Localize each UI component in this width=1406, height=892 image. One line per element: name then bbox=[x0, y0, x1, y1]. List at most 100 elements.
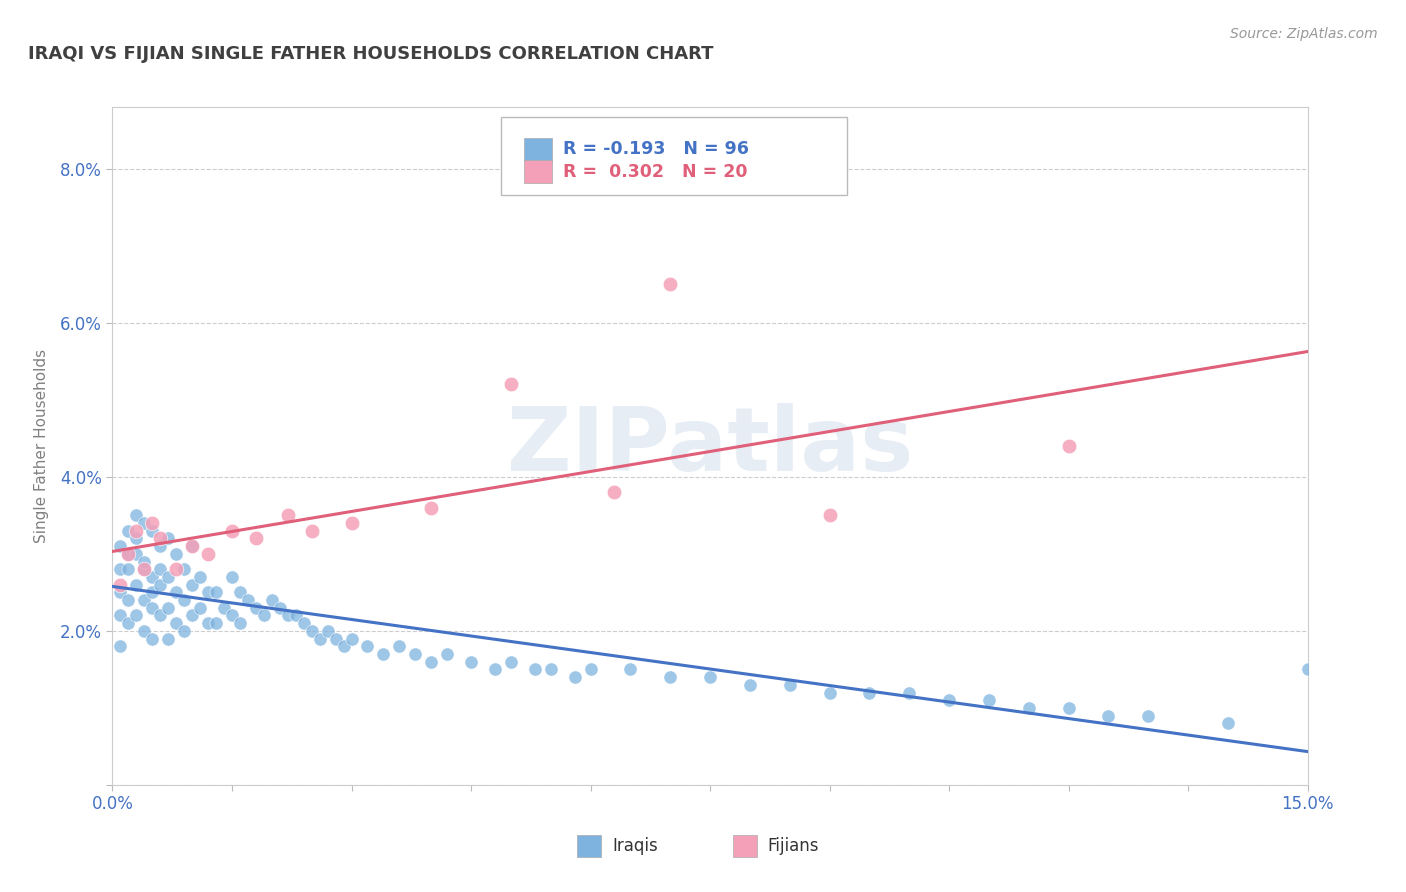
Point bbox=[141, 600, 163, 615]
Point bbox=[340, 632, 363, 646]
Point bbox=[117, 547, 139, 561]
Point bbox=[134, 593, 156, 607]
Point bbox=[484, 662, 506, 676]
Point bbox=[420, 655, 443, 669]
Point bbox=[173, 593, 195, 607]
Point bbox=[404, 647, 426, 661]
Point bbox=[181, 608, 204, 623]
Text: R =  0.302   N = 20: R = 0.302 N = 20 bbox=[562, 163, 748, 181]
Point bbox=[340, 516, 363, 530]
Point bbox=[134, 562, 156, 576]
Point bbox=[898, 685, 921, 699]
Point bbox=[173, 562, 195, 576]
Point bbox=[188, 570, 211, 584]
FancyBboxPatch shape bbox=[578, 835, 602, 857]
Point bbox=[110, 608, 132, 623]
Point bbox=[165, 547, 187, 561]
Point bbox=[1137, 708, 1160, 723]
Point bbox=[277, 508, 299, 523]
Point bbox=[165, 616, 187, 631]
Point bbox=[420, 500, 443, 515]
Point bbox=[125, 547, 148, 561]
Point bbox=[221, 608, 243, 623]
Point bbox=[125, 508, 148, 523]
Point bbox=[149, 577, 172, 591]
Point bbox=[141, 524, 163, 538]
Point bbox=[579, 662, 602, 676]
Point bbox=[523, 662, 546, 676]
Text: Fijians: Fijians bbox=[768, 837, 818, 855]
Point bbox=[125, 577, 148, 591]
Point bbox=[125, 524, 148, 538]
Point bbox=[779, 678, 801, 692]
Y-axis label: Single Father Households: Single Father Households bbox=[34, 349, 49, 543]
Point bbox=[212, 600, 235, 615]
Point bbox=[117, 524, 139, 538]
Point bbox=[229, 616, 252, 631]
Point bbox=[110, 539, 132, 553]
Point bbox=[301, 524, 323, 538]
Text: R = -0.193   N = 96: R = -0.193 N = 96 bbox=[562, 140, 749, 158]
Point bbox=[165, 562, 187, 576]
Point bbox=[149, 608, 172, 623]
Point bbox=[540, 662, 562, 676]
Point bbox=[221, 570, 243, 584]
Point bbox=[659, 670, 682, 684]
Point bbox=[499, 655, 522, 669]
Point bbox=[149, 539, 172, 553]
Point bbox=[110, 640, 132, 654]
Point bbox=[292, 616, 315, 631]
Point bbox=[308, 632, 330, 646]
Point bbox=[181, 577, 204, 591]
Text: ZIPatlas: ZIPatlas bbox=[508, 402, 912, 490]
Point bbox=[141, 570, 163, 584]
Point bbox=[134, 624, 156, 638]
Text: Iraqis: Iraqis bbox=[612, 837, 658, 855]
Point bbox=[245, 532, 267, 546]
Point bbox=[149, 532, 172, 546]
Point bbox=[157, 532, 180, 546]
Point bbox=[205, 616, 228, 631]
Point bbox=[253, 608, 276, 623]
Point bbox=[197, 616, 219, 631]
Point bbox=[117, 562, 139, 576]
Point bbox=[245, 600, 267, 615]
Point bbox=[188, 600, 211, 615]
Point bbox=[236, 593, 259, 607]
Point bbox=[564, 670, 586, 684]
Point bbox=[181, 539, 204, 553]
Point bbox=[205, 585, 228, 599]
Point bbox=[1216, 716, 1239, 731]
Point bbox=[1018, 701, 1040, 715]
Point bbox=[141, 516, 163, 530]
Point bbox=[157, 600, 180, 615]
Point bbox=[938, 693, 960, 707]
Point bbox=[110, 562, 132, 576]
Point bbox=[1057, 701, 1080, 715]
Point bbox=[325, 632, 347, 646]
Point bbox=[1296, 662, 1319, 676]
Point bbox=[818, 508, 841, 523]
FancyBboxPatch shape bbox=[733, 835, 756, 857]
Point bbox=[125, 532, 148, 546]
FancyBboxPatch shape bbox=[523, 137, 553, 161]
Point bbox=[284, 608, 307, 623]
Point bbox=[229, 585, 252, 599]
Point bbox=[197, 585, 219, 599]
Point bbox=[173, 624, 195, 638]
Point bbox=[603, 485, 626, 500]
Point bbox=[157, 570, 180, 584]
Point bbox=[110, 585, 132, 599]
Point bbox=[110, 577, 132, 591]
Point bbox=[260, 593, 283, 607]
Point bbox=[277, 608, 299, 623]
Text: Source: ZipAtlas.com: Source: ZipAtlas.com bbox=[1230, 27, 1378, 41]
Point bbox=[141, 632, 163, 646]
Point bbox=[134, 516, 156, 530]
Point bbox=[316, 624, 339, 638]
Point bbox=[157, 632, 180, 646]
Point bbox=[1097, 708, 1119, 723]
Point bbox=[858, 685, 880, 699]
Point bbox=[699, 670, 721, 684]
Point bbox=[197, 547, 219, 561]
